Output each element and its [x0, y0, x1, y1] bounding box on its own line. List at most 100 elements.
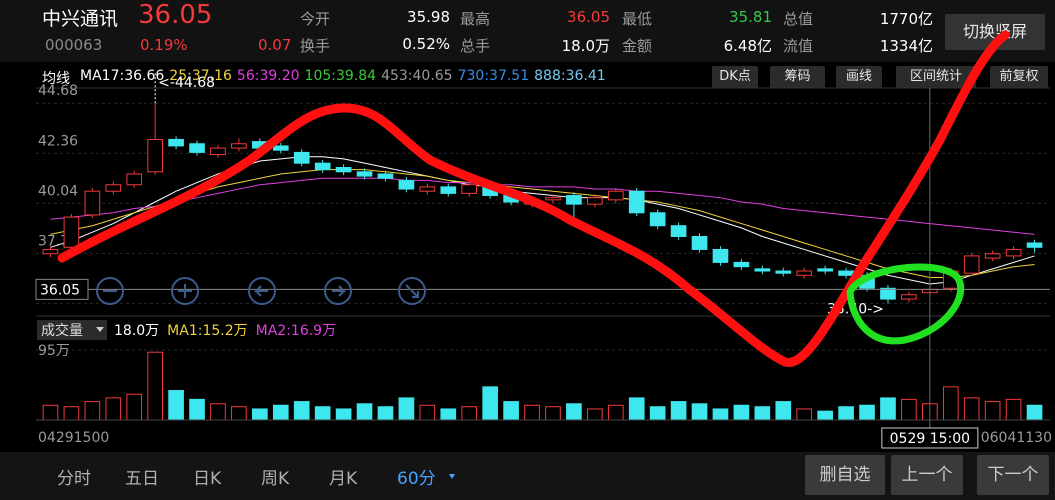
volume-bar — [963, 397, 980, 421]
y-tick-label: 40.04 — [38, 183, 78, 199]
period-tab[interactable]: 月K — [329, 469, 358, 489]
candle-body — [398, 179, 415, 190]
candle-body — [84, 190, 101, 216]
quote-value: 1770亿 — [879, 10, 933, 28]
stock-name: 中兴通讯 — [42, 8, 119, 30]
volume-bar — [252, 408, 268, 421]
volume-bar — [880, 397, 896, 421]
volume-bar — [524, 404, 540, 421]
volume-bar — [272, 404, 289, 421]
volume-bar — [147, 351, 163, 421]
volume-bar — [587, 408, 603, 421]
volume-bar — [189, 398, 205, 421]
candle-body — [126, 173, 143, 186]
volume-bar — [838, 406, 854, 421]
volume-bar — [733, 404, 750, 421]
ma-line — [50, 177, 1035, 235]
candle-body — [628, 190, 645, 214]
volume-bar — [984, 401, 1001, 421]
quote-value: 36.05 — [567, 8, 610, 26]
candle-body — [105, 184, 122, 192]
candle-body — [775, 270, 792, 274]
candle-body — [377, 173, 394, 179]
candle-body — [524, 199, 540, 205]
ma-line — [50, 156, 1035, 285]
candle-body — [419, 186, 436, 192]
candle-body — [670, 225, 687, 238]
volume-current: 18.0万 — [114, 323, 159, 339]
candle-body — [1026, 242, 1043, 248]
volume-bar — [649, 406, 666, 421]
candle-body — [189, 143, 205, 153]
candle-body — [63, 216, 80, 248]
candle-body — [293, 151, 310, 164]
candle-body — [901, 294, 917, 300]
candle-body — [335, 166, 352, 173]
volume-bar — [503, 401, 519, 421]
period-tab[interactable]: 周K — [261, 469, 290, 489]
nav-button[interactable]: 删自选 — [805, 455, 885, 495]
candle-body — [754, 268, 771, 272]
volume-bar — [377, 406, 394, 421]
ma-line — [50, 169, 1035, 278]
y-tick-label: 44.68 — [38, 83, 78, 99]
candle-body — [42, 248, 59, 255]
x-tick-label: 06041130 — [981, 430, 1052, 446]
candle-body — [607, 190, 624, 201]
volume-bar — [817, 410, 833, 421]
volume-bar — [628, 397, 645, 421]
period-tab[interactable]: 日K — [193, 469, 222, 489]
period-tab[interactable]: 五日 — [125, 469, 159, 489]
candle-body — [314, 162, 331, 171]
volume-bar — [293, 401, 310, 421]
period-tab[interactable]: 分时 — [57, 469, 91, 489]
volume-bar — [105, 397, 122, 421]
candle-body — [984, 253, 1001, 259]
volume-bar — [796, 408, 813, 421]
crosshair-label: 0529 15:00 — [890, 431, 970, 447]
volume-bar — [42, 404, 59, 421]
candle-body — [1005, 248, 1022, 257]
candle-body — [168, 138, 184, 147]
candle-body — [859, 274, 875, 289]
candle-body — [545, 197, 561, 201]
candle-body — [272, 145, 289, 151]
volume-bar — [775, 401, 792, 421]
quote-value: 35.98 — [407, 8, 450, 26]
volume-bar — [84, 401, 101, 421]
volume-ma2: MA2:16.9万 — [256, 323, 336, 339]
quote-label: 总值 — [783, 10, 814, 28]
volume-bar — [231, 406, 247, 421]
candle-body — [503, 195, 519, 203]
volume-title: 成交量 — [41, 322, 83, 339]
chart: 44.6842.3640.0437.7235.40<-44.6835.40->3… — [35, 73, 1052, 449]
nav-button[interactable]: 下一个 — [977, 455, 1049, 495]
candle-body — [461, 184, 478, 194]
quote-value: 35.81 — [729, 8, 772, 26]
candle-body — [566, 195, 582, 205]
stock-price: 36.05 — [138, 0, 213, 30]
candle-body — [796, 270, 813, 276]
candle-body — [963, 255, 980, 274]
period-tab[interactable]: 60分 — [397, 469, 436, 489]
candle-body — [942, 270, 959, 289]
candle-body — [210, 147, 226, 156]
nav-button[interactable]: 上一个 — [891, 455, 963, 495]
volume-ma1: MA1:15.2万 — [167, 323, 247, 339]
volume-bar — [482, 386, 498, 421]
volume-bar — [1005, 398, 1022, 421]
crosshair-box — [881, 427, 979, 449]
quote-label: 今开 — [300, 10, 331, 28]
volume-bar — [754, 406, 771, 421]
candle-body — [587, 197, 603, 205]
volume-bar — [335, 408, 352, 421]
x-tick-label: 04291500 — [38, 430, 109, 446]
candle-body — [733, 261, 750, 268]
candle-body — [252, 141, 268, 149]
candle-body — [231, 143, 247, 149]
candle-body — [147, 138, 163, 173]
price-tag: 36.05 — [40, 282, 80, 298]
candle-body — [712, 248, 729, 263]
volume-bar — [566, 403, 582, 421]
volume-bar — [942, 386, 959, 421]
